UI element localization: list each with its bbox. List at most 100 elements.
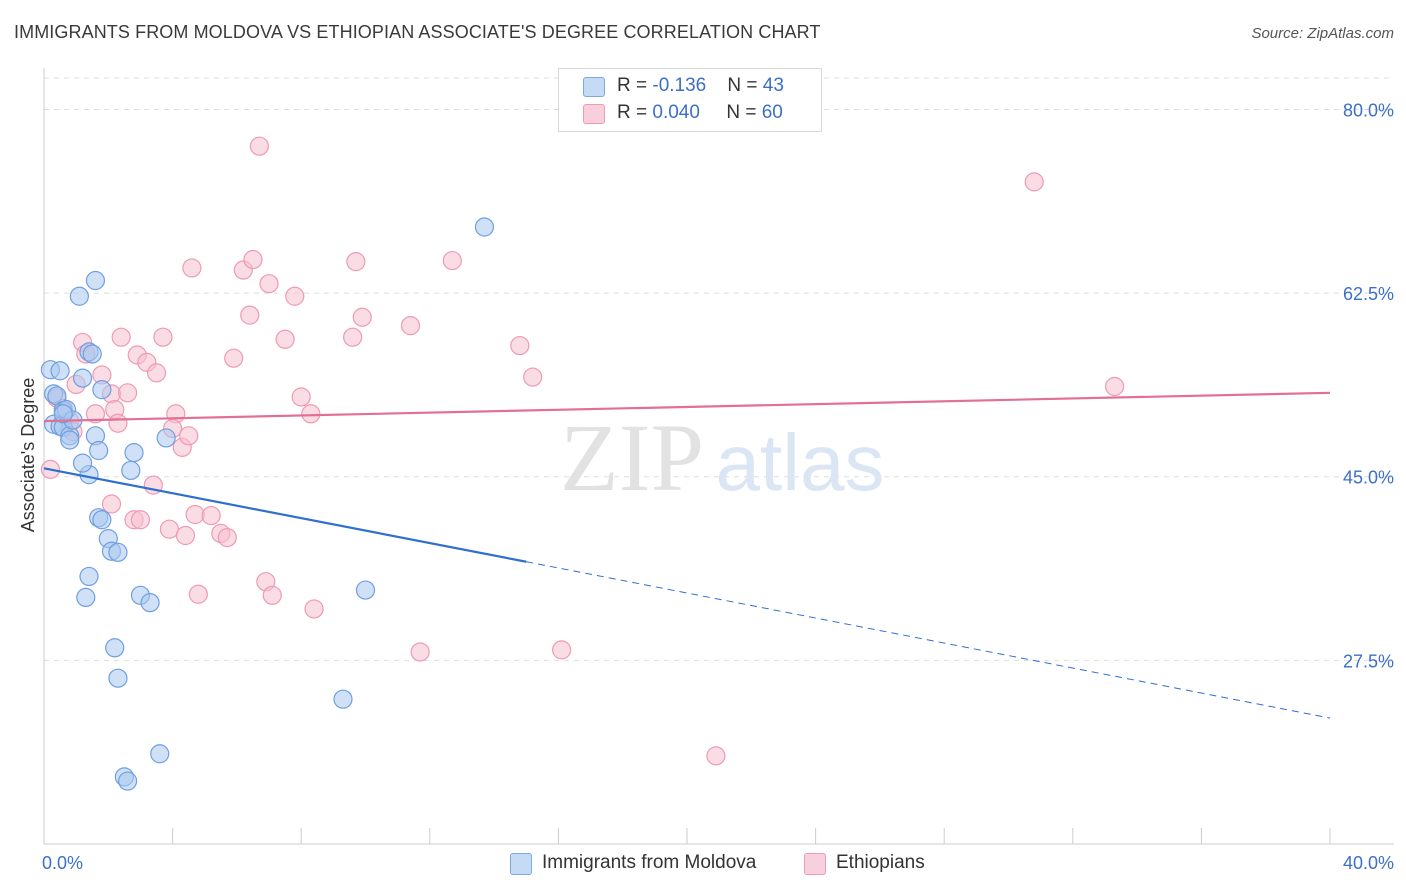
y-tick-label: 80.0% (1343, 100, 1394, 120)
data-point-ethiopians (153, 327, 173, 347)
grid-lines (44, 77, 1394, 661)
data-point-ethiopians (243, 249, 263, 270)
source-label: Source: ZipAtlas.com (1251, 25, 1394, 42)
legend-r-value: 0.040 (652, 102, 700, 123)
data-point-ethiopians (304, 599, 324, 619)
legend-r-label: R = (617, 75, 653, 96)
data-point-ethiopians (510, 335, 530, 356)
data-point-moldova (92, 380, 112, 400)
data-point-ethiopians (285, 286, 305, 306)
data-point-ethiopians (343, 327, 363, 347)
data-point-moldova (474, 217, 495, 237)
data-point-moldova (121, 460, 141, 481)
data-point-ethiopians (346, 252, 366, 272)
trend-line-moldova (43, 467, 527, 563)
data-point-ethiopians (217, 527, 237, 548)
data-point-moldova (92, 510, 112, 530)
data-point-ethiopians (85, 404, 106, 424)
data-point-moldova (72, 368, 93, 388)
y-tick-label: 27.5% (1343, 651, 1394, 671)
bottom-legend-swatch-ethiopians (804, 853, 826, 875)
data-point-moldova (50, 361, 70, 381)
legend-swatch-moldova (583, 77, 605, 97)
data-point-moldova (108, 668, 128, 688)
data-point-ethiopians (188, 584, 208, 604)
data-point-moldova (76, 587, 96, 608)
series-moldova (40, 217, 495, 791)
legend-text-moldova: R = -0.136 N = 43 (617, 75, 784, 97)
data-point-moldova (79, 566, 99, 587)
data-point-moldova (60, 430, 80, 450)
data-point-ethiopians (182, 258, 202, 278)
data-point-moldova (150, 744, 170, 764)
watermark-atlas: atlas (716, 418, 885, 507)
chart-title: IMMIGRANTS FROM MOLDOVA VS ETHIOPIAN ASS… (14, 22, 821, 42)
data-point-moldova (117, 771, 138, 791)
data-point-moldova (124, 443, 144, 463)
watermark: ZIP atlas (560, 404, 884, 511)
correlation-legend: R = -0.136 N = 43 R = 0.040 N = 60 (558, 68, 822, 132)
data-point-moldova (85, 270, 106, 291)
data-point-moldova (105, 638, 125, 658)
data-point-moldova (355, 580, 376, 600)
legend-n-value: 60 (761, 102, 783, 123)
data-point-ethiopians (1024, 172, 1044, 192)
data-point-ethiopians (146, 363, 167, 383)
y-tick-label: 62.5% (1343, 284, 1394, 304)
tick-labels: 27.5% 45.0% 62.5% 80.0% 0.0% 40.0% (42, 100, 1394, 873)
bottom-legend-swatch-moldova (510, 853, 532, 875)
data-point-ethiopians (249, 136, 270, 156)
y-axis-label: Associate's Degree (18, 378, 38, 533)
data-point-ethiopians (108, 413, 128, 433)
data-point-moldova (89, 440, 109, 461)
data-point-ethiopians (410, 642, 430, 662)
data-point-ethiopians (130, 510, 151, 530)
data-point-ethiopians (224, 348, 244, 368)
legend-swatch-ethiopians (583, 104, 605, 124)
legend-r-label: R = (617, 102, 653, 123)
trend-line-moldova-extension (526, 561, 1331, 719)
legend-text-ethiopians: R = 0.040 N = 60 (617, 102, 783, 124)
data-point-moldova (82, 344, 102, 364)
axes (43, 68, 1394, 845)
legend-r-value: -0.136 (652, 75, 707, 96)
legend-n-label: N = (727, 75, 763, 96)
data-point-moldova (72, 453, 93, 473)
data-point-ethiopians (101, 494, 122, 514)
x-tick-label: 40.0% (1343, 853, 1394, 873)
bottom-legend-label-moldova: Immigrants from Moldova (542, 852, 757, 873)
data-point-moldova (53, 404, 73, 424)
data-point-ethiopians (117, 383, 138, 403)
data-point-moldova (140, 593, 160, 613)
data-point-moldova (156, 428, 176, 448)
data-point-ethiopians (259, 274, 279, 294)
data-point-moldova (69, 286, 89, 306)
data-point-ethiopians (262, 585, 282, 605)
data-point-ethiopians (291, 387, 311, 407)
legend-n-label: N = (726, 102, 762, 123)
legend-n-value: 43 (762, 75, 784, 96)
data-point-ethiopians (1104, 376, 1125, 397)
trend-lines (43, 391, 1331, 719)
data-point-ethiopians (352, 307, 372, 327)
data-point-ethiopians (442, 250, 462, 271)
data-point-ethiopians (523, 367, 543, 387)
x-tick-label: 0.0% (42, 853, 83, 873)
data-point-ethiopians (400, 316, 421, 336)
data-point-moldova (333, 689, 353, 709)
data-point-ethiopians (552, 640, 572, 660)
bottom-legend-label-ethiopians: Ethiopians (836, 852, 925, 873)
data-point-ethiopians (159, 519, 179, 539)
data-point-ethiopians (179, 426, 199, 446)
data-point-ethiopians (275, 329, 295, 349)
data-point-moldova (108, 542, 128, 562)
data-point-ethiopians (301, 404, 321, 424)
data-point-ethiopians (185, 504, 205, 525)
data-point-ethiopians (240, 305, 260, 325)
trend-line-ethiopians (43, 391, 1331, 423)
data-point-ethiopians (111, 327, 131, 347)
y-tick-label: 45.0% (1343, 468, 1394, 488)
watermark-zip: ZIP (560, 404, 704, 511)
data-point-ethiopians (706, 746, 726, 766)
